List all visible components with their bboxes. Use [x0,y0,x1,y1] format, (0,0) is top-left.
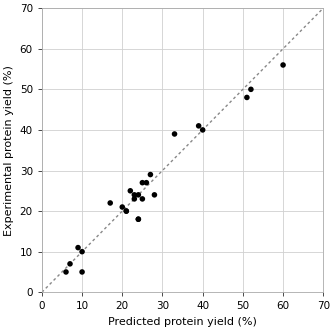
Point [63,269,69,275]
Point [281,62,286,68]
Point [128,188,133,193]
Point [248,87,254,92]
Point [75,245,81,250]
Point [79,269,85,275]
Point [140,196,145,202]
Point [152,192,157,198]
Point [148,172,153,177]
Point [124,209,129,214]
X-axis label: Predicted protein yield (%): Predicted protein yield (%) [108,317,257,327]
Point [144,180,149,185]
Point [124,209,129,214]
Point [67,261,73,266]
Point [132,196,137,202]
Point [140,180,145,185]
Point [196,123,201,128]
Point [136,192,141,198]
Point [132,192,137,198]
Point [136,216,141,222]
Y-axis label: Experimental protein yield (%): Experimental protein yield (%) [4,65,14,236]
Point [244,95,249,100]
Point [136,216,141,222]
Point [120,204,125,210]
Point [172,131,177,137]
Point [108,200,113,206]
Point [200,127,205,132]
Point [79,249,85,254]
